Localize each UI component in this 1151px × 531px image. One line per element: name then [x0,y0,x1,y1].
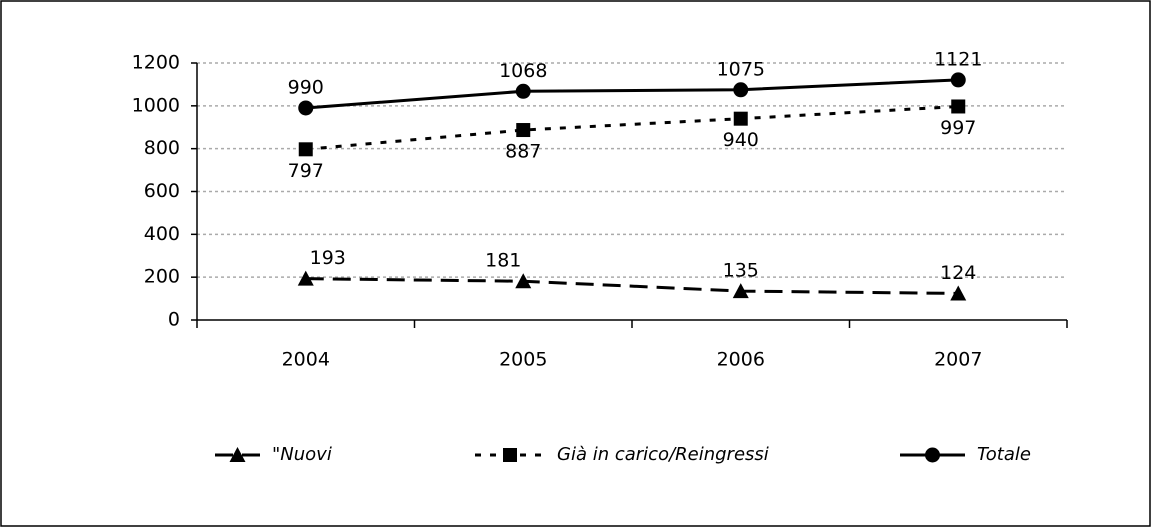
y-tick-label: 1200 [132,52,180,74]
data-point [733,111,748,126]
data-point [515,273,532,289]
x-tick-label: 2006 [717,349,765,371]
data-label: 990 [288,76,324,98]
x-tick-label: 2007 [934,349,982,371]
series-line [305,78,959,110]
data-point [516,123,531,138]
legend-marker [503,448,517,462]
y-tick-label: 600 [144,180,180,202]
data-label: 124 [940,262,976,284]
y-tick-label: 200 [144,266,180,288]
data-point [297,270,314,286]
data-label: 940 [723,129,759,151]
data-point [950,72,966,88]
data-point [298,142,313,157]
data-label: 887 [505,141,541,163]
data-label: 1068 [499,60,547,82]
data-point [733,82,749,98]
data-label: 135 [723,260,759,282]
y-tick-label: 800 [144,137,180,159]
data-point [515,83,531,99]
data-label: 797 [288,160,324,182]
y-tick-label: 1000 [132,94,180,116]
data-point [951,99,966,114]
data-point [950,285,967,301]
data-label: 193 [310,247,346,269]
x-tick-label: 2005 [499,349,547,371]
legend-label: "Nuovi [272,444,332,465]
x-tick-label: 2004 [282,349,330,371]
data-label: 1075 [717,58,765,80]
data-point [732,283,749,299]
legend-marker [925,447,940,463]
data-label: 181 [485,250,521,272]
series-line [305,104,959,151]
series-line [305,277,959,295]
y-tick-label: 400 [144,223,180,245]
data-label: 1121 [934,48,982,70]
data-label: 997 [940,117,976,139]
data-point [298,100,314,116]
y-tick-label: 0 [168,309,180,331]
legend-marker [229,447,246,462]
legend-label: Già in carico/Reingressi [557,444,769,465]
legend-label: Totale [977,444,1031,465]
